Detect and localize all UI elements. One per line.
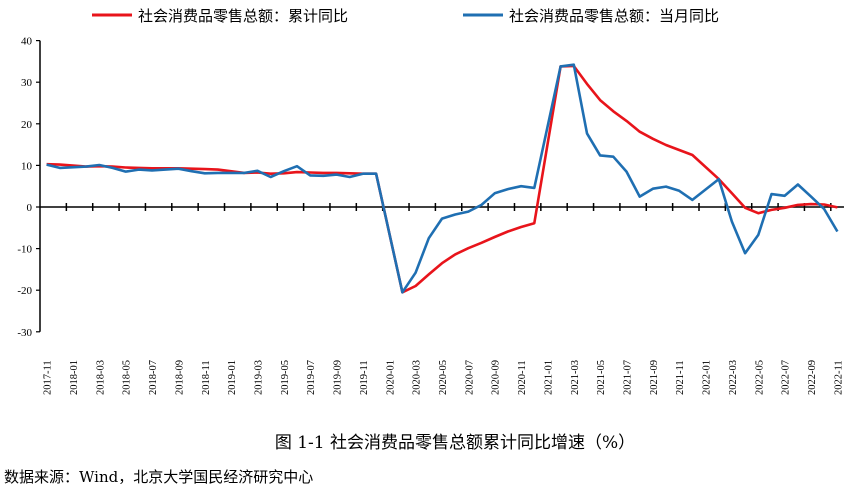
x-tick-label: 2022-07 xyxy=(781,360,792,395)
figure-caption: 图 1-1 社会消费品零售总额累计同比增速（%） xyxy=(274,433,636,453)
x-tick-label: 2018-11 xyxy=(201,360,212,395)
x-tick-label: 2019-09 xyxy=(333,360,344,395)
x-tick-label: 2017-11 xyxy=(43,360,54,395)
x-tick-label: 2021-09 xyxy=(649,360,660,395)
line-chart: 社会消费品零售总额：累计同比 社会消费品零售总额：当月同比 -30 -20 -10 0… xyxy=(17,7,844,395)
y-tick-label: -20 xyxy=(17,285,32,297)
x-tick-label: 2018-09 xyxy=(174,360,185,395)
x-tick-label: 2018-05 xyxy=(122,360,133,395)
x-tick-label: 2018-01 xyxy=(69,360,80,395)
x-tick-label: 2022-11 xyxy=(833,360,844,395)
series-group xyxy=(46,63,839,294)
x-tick-label: 2021-11 xyxy=(675,360,686,395)
x-tick-label: 2022-03 xyxy=(728,360,739,395)
y-tick-label: 40 xyxy=(21,36,33,48)
legend-label-monthly: 社会消费品零售总额：当月同比 xyxy=(509,7,719,25)
series-line-monthly-yoy xyxy=(46,63,839,294)
y-tick-label: -30 xyxy=(17,327,32,339)
x-tick-label: 2020-09 xyxy=(491,360,502,395)
x-tick-label: 2020-11 xyxy=(517,360,528,395)
y-tick-label: -10 xyxy=(17,244,32,256)
axes: -30 -20 -10 0 10 20 30 40 2017-11 2018-01 2018-03 2… xyxy=(17,36,844,395)
x-tick-label: 2021-05 xyxy=(596,360,607,395)
x-tick-label: 2020-01 xyxy=(385,360,396,395)
x-tick-label: 2019-11 xyxy=(359,360,370,395)
x-tick-label: 2019-05 xyxy=(280,360,291,395)
x-tick-label: 2018-07 xyxy=(148,360,159,395)
x-tick-label: 2022-09 xyxy=(807,360,818,395)
x-tick-label: 2019-07 xyxy=(306,360,317,395)
x-tick-label: 2022-05 xyxy=(754,360,765,395)
y-tick-label: 30 xyxy=(21,77,33,89)
x-tick-label: 2020-07 xyxy=(464,360,475,395)
y-tick-label: 20 xyxy=(21,119,33,131)
x-tick-label: 2020-03 xyxy=(412,360,423,395)
x-tick-label: 2018-03 xyxy=(95,360,106,395)
legend: 社会消费品零售总额：累计同比 社会消费品零售总额：当月同比 xyxy=(92,7,719,25)
legend-label-cumulative: 社会消费品零售总额：累计同比 xyxy=(138,7,348,25)
x-tick-label: 2019-01 xyxy=(227,360,238,395)
x-tick-label: 2020-05 xyxy=(438,360,449,395)
y-tick-label: 10 xyxy=(21,160,33,172)
y-tick-label: 0 xyxy=(27,202,33,214)
x-tick-label: 2019-03 xyxy=(253,360,264,395)
x-tick-label: 2022-01 xyxy=(702,360,713,395)
x-tick-label: 2021-07 xyxy=(623,360,634,395)
x-tick-label: 2021-03 xyxy=(570,360,581,395)
x-tick-label: 2021-01 xyxy=(543,360,554,395)
data-source-note: 数据来源：Wind，北京大学国民经济研究中心 xyxy=(4,468,314,486)
